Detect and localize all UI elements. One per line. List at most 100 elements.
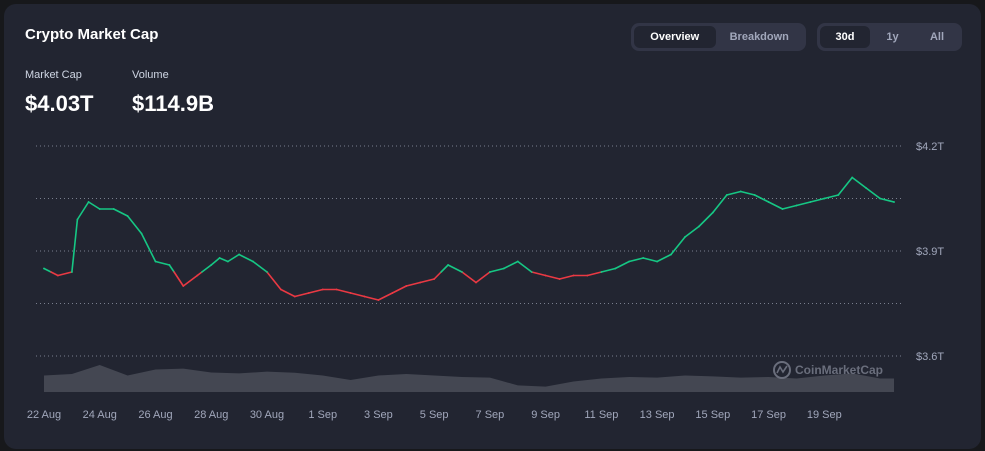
price-point bbox=[851, 176, 854, 179]
x-tick-label: 22 Aug bbox=[27, 409, 61, 421]
x-tick-label: 1 Sep bbox=[308, 409, 337, 421]
price-segment bbox=[475, 271, 491, 284]
price-segment bbox=[670, 236, 686, 256]
watermark: CoinMarketCap bbox=[773, 361, 883, 379]
price-segment bbox=[698, 211, 714, 228]
card-title: Crypto Market Cap bbox=[25, 26, 159, 43]
price-point bbox=[238, 253, 241, 256]
x-tick-label: 9 Sep bbox=[531, 409, 560, 421]
price-segment bbox=[865, 187, 881, 200]
price-point bbox=[781, 208, 784, 210]
price-point bbox=[698, 225, 700, 228]
price-point bbox=[43, 267, 45, 270]
market-cap-card: Crypto Market Cap Overview Breakdown 30d… bbox=[4, 4, 981, 449]
price-point bbox=[57, 274, 59, 277]
price-point bbox=[684, 236, 686, 238]
price-point bbox=[725, 194, 728, 196]
price-point bbox=[614, 267, 617, 270]
x-tick-label: 30 Aug bbox=[250, 409, 284, 421]
price-segment bbox=[433, 271, 442, 280]
x-tick-label: 11 Sep bbox=[584, 409, 618, 421]
price-segment bbox=[712, 194, 728, 214]
range-30d-button[interactable]: 30d bbox=[820, 26, 870, 48]
price-segment bbox=[238, 253, 254, 263]
price-point bbox=[823, 197, 826, 200]
price-point bbox=[76, 218, 79, 221]
y-tick-label: $4.2T bbox=[916, 141, 944, 153]
market-cap-value: $4.03T bbox=[25, 91, 94, 116]
tab-breakdown[interactable]: Breakdown bbox=[729, 31, 789, 43]
price-segment bbox=[419, 278, 436, 284]
price-segment bbox=[628, 257, 645, 263]
price-segment bbox=[684, 225, 700, 238]
price-segment bbox=[530, 271, 547, 277]
range-1y-button[interactable]: 1y bbox=[886, 31, 899, 43]
price-segment bbox=[767, 201, 784, 210]
price-segment bbox=[516, 260, 533, 273]
range-all-button[interactable]: All bbox=[929, 31, 945, 43]
price-point bbox=[475, 281, 477, 284]
volume-area bbox=[44, 365, 894, 392]
price-point bbox=[837, 194, 840, 196]
price-point bbox=[739, 190, 742, 193]
x-tick-label: 3 Sep bbox=[364, 409, 393, 421]
price-point bbox=[767, 201, 770, 203]
price-point bbox=[377, 299, 380, 301]
price-segment bbox=[335, 288, 352, 294]
price-point bbox=[809, 201, 812, 203]
x-tick-label: 5 Sep bbox=[420, 409, 449, 421]
price-point bbox=[307, 292, 310, 294]
x-tick-label: 7 Sep bbox=[476, 409, 505, 421]
volume-value: $114.9B bbox=[132, 91, 214, 116]
price-point bbox=[516, 260, 519, 263]
price-segment bbox=[43, 267, 52, 273]
price-point bbox=[628, 260, 631, 263]
coinmarketcap-logo-icon bbox=[773, 361, 791, 379]
price-segment bbox=[879, 197, 895, 203]
x-tick-label: 24 Aug bbox=[83, 409, 117, 421]
price-segment bbox=[558, 274, 575, 280]
price-segment bbox=[173, 271, 185, 287]
price-segment bbox=[753, 194, 770, 203]
price-point bbox=[391, 292, 394, 294]
price-segment bbox=[391, 285, 408, 294]
price-segment bbox=[586, 271, 603, 277]
price-segment bbox=[168, 264, 175, 273]
price-point bbox=[71, 271, 73, 273]
price-segment bbox=[440, 264, 449, 273]
market-cap-chart: $4.2T $3.9T $3.6T CoinMarketCap 22 Aug 24 A… bbox=[27, 141, 945, 421]
range-toggle: 30d 1y All bbox=[817, 23, 962, 51]
price-point bbox=[419, 281, 422, 284]
price-point bbox=[865, 187, 867, 189]
price-segment bbox=[210, 257, 221, 266]
price-segment bbox=[252, 260, 268, 273]
watermark-text: CoinMarketCap bbox=[795, 363, 883, 377]
price-point bbox=[447, 264, 449, 266]
price-segment bbox=[76, 201, 90, 221]
price-point bbox=[642, 257, 645, 259]
price-segment bbox=[140, 232, 157, 263]
price-segment bbox=[87, 201, 101, 210]
price-segment bbox=[182, 274, 199, 287]
x-tick-label: 19 Sep bbox=[807, 409, 842, 421]
price-point bbox=[227, 260, 229, 263]
price-segment bbox=[614, 260, 631, 270]
price-point bbox=[196, 274, 199, 277]
price-segment bbox=[307, 288, 324, 294]
price-segment bbox=[809, 197, 826, 203]
price-segment bbox=[154, 260, 171, 266]
tab-overview[interactable]: Overview bbox=[634, 26, 716, 48]
price-point bbox=[266, 271, 268, 273]
price-point bbox=[489, 271, 491, 273]
price-segment bbox=[725, 190, 742, 196]
price-point bbox=[126, 215, 129, 217]
price-segment bbox=[837, 176, 854, 196]
price-segment bbox=[502, 260, 519, 270]
price-line bbox=[43, 176, 895, 301]
price-segment bbox=[656, 253, 672, 263]
price-point bbox=[140, 232, 143, 235]
price-segment bbox=[642, 257, 658, 263]
price-segment bbox=[851, 176, 867, 189]
price-segment bbox=[293, 292, 310, 298]
price-point bbox=[363, 295, 366, 298]
